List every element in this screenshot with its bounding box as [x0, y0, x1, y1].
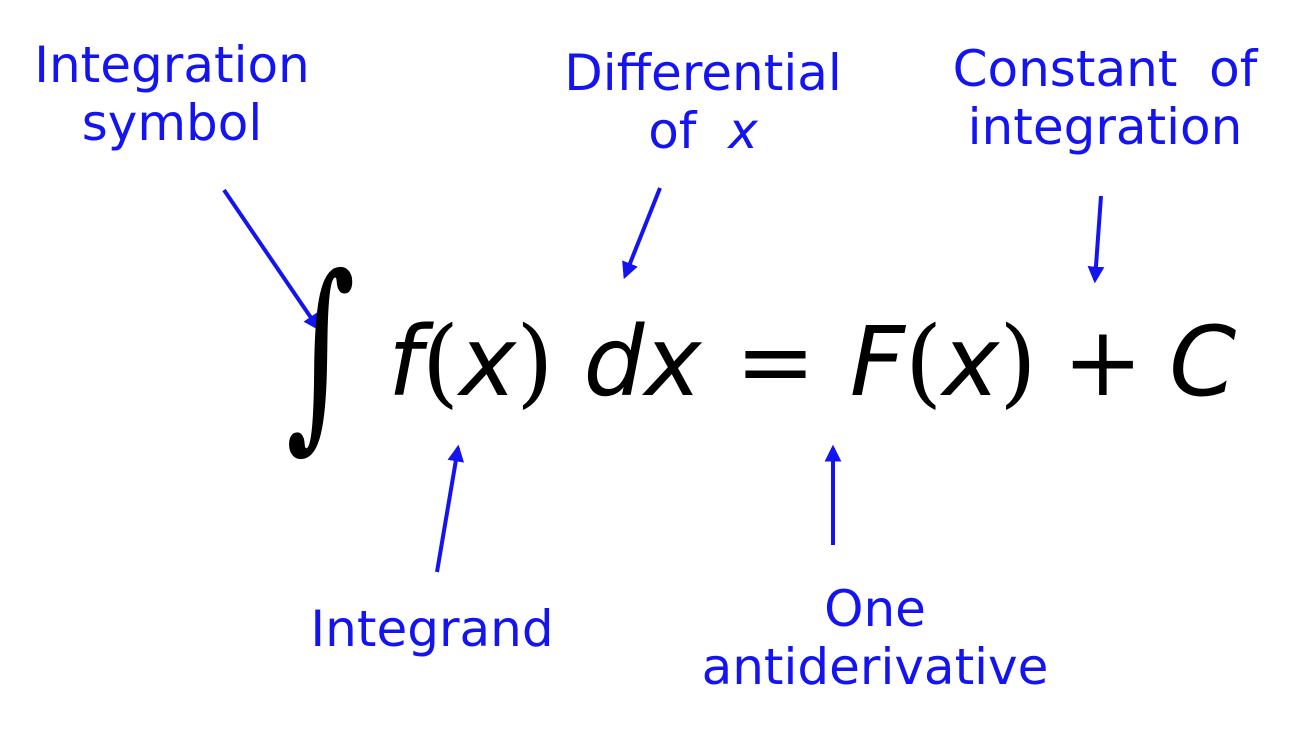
label-antiderivative-line2: antiderivative: [701, 638, 1049, 696]
eq-rparen-1: ): [516, 306, 554, 418]
eq-lparen-1: (: [421, 306, 460, 418]
label-constant: Constant of integration: [930, 40, 1280, 156]
label-constant-line1: Constant of: [952, 40, 1258, 98]
eq-rparen-2: ): [999, 306, 1037, 418]
label-constant-line2: integration: [967, 98, 1243, 156]
label-differential-var: x: [728, 102, 758, 160]
eq-dx: dx: [583, 306, 702, 418]
eq-x-2: x: [942, 306, 1000, 418]
label-integration-symbol: Integration symbol: [22, 36, 322, 152]
label-antiderivative-line1: One: [824, 580, 926, 638]
label-differential-line2: of x: [548, 102, 858, 160]
arrow-constant: [1087, 195, 1105, 284]
label-integrand-text: Integrand: [310, 600, 554, 658]
label-differential-line1: Differential: [564, 44, 842, 102]
eq-C: C: [1169, 306, 1237, 418]
label-antiderivative: One antiderivative: [690, 580, 1060, 696]
equation: f ( x ) dx = F ( x ) + C: [388, 314, 1236, 410]
arrow-integrand: [435, 444, 465, 573]
eq-F: F: [849, 306, 905, 418]
arrow-integration-symbol: [222, 188, 320, 331]
eq-f: f: [388, 306, 422, 418]
label-integration-symbol-line1: Integration: [34, 36, 310, 94]
eq-equals: =: [735, 306, 816, 418]
eq-plus: +: [1062, 306, 1144, 418]
label-integration-symbol-line2: symbol: [81, 94, 263, 152]
label-integrand: Integrand: [292, 600, 572, 658]
label-differential-of: of: [648, 102, 697, 160]
arrow-differential: [622, 187, 662, 280]
eq-x-1: x: [459, 306, 517, 418]
label-differential: Differential of x: [548, 44, 858, 160]
integral-sign: ∫: [286, 233, 356, 471]
eq-lparen-2: (: [904, 306, 943, 418]
